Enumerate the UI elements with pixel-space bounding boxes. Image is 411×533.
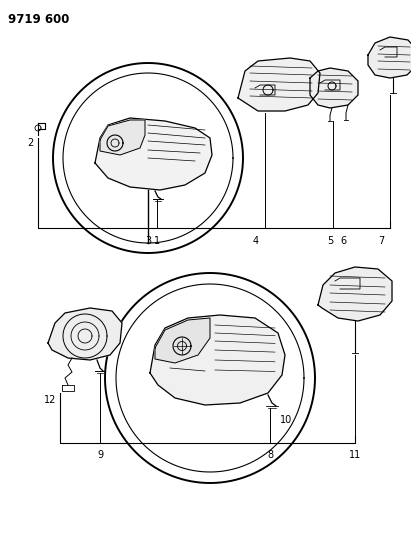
Text: 3: 3 bbox=[145, 236, 151, 246]
Text: 9: 9 bbox=[97, 450, 103, 460]
Polygon shape bbox=[318, 267, 392, 321]
Text: 6: 6 bbox=[340, 236, 346, 246]
Text: 7: 7 bbox=[378, 236, 384, 246]
Polygon shape bbox=[310, 68, 358, 108]
Polygon shape bbox=[95, 118, 212, 190]
Polygon shape bbox=[100, 120, 145, 155]
Text: 1: 1 bbox=[154, 236, 160, 246]
Polygon shape bbox=[368, 37, 411, 78]
Text: 2: 2 bbox=[27, 138, 33, 148]
Polygon shape bbox=[238, 58, 320, 111]
Text: 11: 11 bbox=[349, 450, 361, 460]
Text: 12: 12 bbox=[44, 395, 56, 405]
Text: 8: 8 bbox=[267, 450, 273, 460]
Text: 9719 600: 9719 600 bbox=[8, 13, 69, 26]
Text: 4: 4 bbox=[253, 236, 259, 246]
Text: 5: 5 bbox=[327, 236, 333, 246]
Polygon shape bbox=[48, 308, 122, 360]
Polygon shape bbox=[155, 318, 210, 363]
Text: 10: 10 bbox=[280, 415, 292, 425]
Polygon shape bbox=[150, 315, 285, 405]
